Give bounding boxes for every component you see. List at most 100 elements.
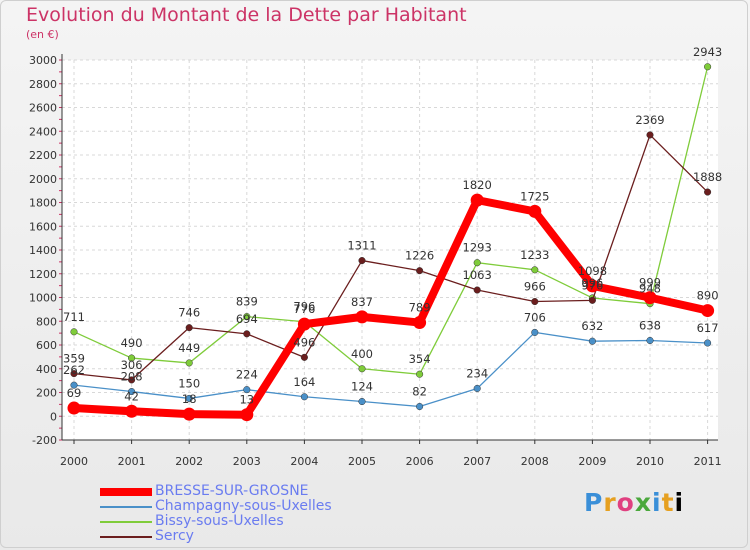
data-point bbox=[704, 188, 712, 196]
x-tick-label: 2010 bbox=[636, 455, 664, 468]
data-label: 490 bbox=[121, 336, 143, 350]
data-label: 354 bbox=[409, 352, 431, 366]
data-point bbox=[243, 330, 251, 338]
data-point bbox=[128, 388, 136, 396]
data-point bbox=[531, 328, 539, 336]
data-label: 18 bbox=[182, 392, 197, 406]
data-label: 42 bbox=[124, 389, 139, 403]
data-point bbox=[416, 267, 424, 275]
data-label: 976 bbox=[581, 278, 603, 292]
legend-swatch bbox=[100, 521, 152, 523]
legend-label: Champagny-sous-Uxelles bbox=[155, 498, 332, 514]
data-point bbox=[588, 296, 596, 304]
x-tick-label: 2003 bbox=[233, 455, 261, 468]
data-point bbox=[185, 359, 193, 367]
chart-subtitle: (en €) bbox=[26, 28, 59, 41]
data-label: 796 bbox=[293, 300, 315, 314]
data-label: 124 bbox=[351, 380, 373, 394]
data-point bbox=[243, 313, 251, 321]
data-point bbox=[588, 337, 596, 345]
data-label: 890 bbox=[697, 289, 719, 303]
data-label: 1888 bbox=[693, 170, 722, 184]
data-point bbox=[70, 370, 78, 378]
data-label: 638 bbox=[639, 318, 661, 332]
data-point bbox=[416, 370, 424, 378]
data-label: 1226 bbox=[405, 249, 434, 263]
y-tick-label: 1000 bbox=[29, 292, 57, 305]
data-label: 400 bbox=[351, 347, 373, 361]
data-point bbox=[297, 317, 311, 331]
data-point bbox=[128, 376, 136, 384]
chart-title: Evolution du Montant de la Dette par Hab… bbox=[26, 4, 467, 26]
data-point bbox=[358, 257, 366, 265]
data-label: 1063 bbox=[463, 268, 492, 282]
data-label: 82 bbox=[412, 385, 427, 399]
y-tick-label: 600 bbox=[36, 339, 57, 352]
legend-swatch bbox=[100, 488, 152, 496]
x-tick-label: 2000 bbox=[60, 455, 88, 468]
data-label: 13 bbox=[239, 393, 254, 407]
data-point bbox=[701, 304, 715, 318]
data-point bbox=[470, 193, 484, 207]
data-point bbox=[531, 266, 539, 274]
data-label: 999 bbox=[639, 276, 661, 290]
x-tick-label: 2007 bbox=[463, 455, 491, 468]
data-label: 1293 bbox=[463, 241, 492, 255]
data-label: 789 bbox=[409, 301, 431, 315]
data-point bbox=[643, 291, 657, 305]
data-label: 694 bbox=[236, 312, 258, 326]
data-label: 449 bbox=[178, 341, 200, 355]
data-label: 996 bbox=[581, 276, 603, 290]
series-line-2 bbox=[73, 66, 709, 375]
data-label: 1233 bbox=[520, 248, 549, 262]
y-tick-label: 400 bbox=[36, 363, 57, 376]
y-tick-label: 2800 bbox=[29, 78, 57, 91]
y-tick-label: 1400 bbox=[29, 244, 57, 257]
data-point bbox=[528, 204, 542, 218]
data-label: 632 bbox=[581, 319, 603, 333]
data-label: 706 bbox=[524, 310, 546, 324]
data-point bbox=[70, 381, 78, 389]
data-point bbox=[413, 316, 427, 330]
data-point bbox=[358, 397, 366, 406]
y-tick-label: 1600 bbox=[29, 220, 57, 233]
y-tick-label: -200 bbox=[32, 434, 57, 447]
legend-label: BRESSE-SUR-GROSNE bbox=[155, 483, 309, 499]
data-label: 948 bbox=[639, 282, 661, 296]
data-point bbox=[125, 404, 139, 418]
data-point bbox=[185, 324, 193, 332]
data-label: 69 bbox=[67, 386, 82, 400]
data-label: 1311 bbox=[347, 239, 376, 253]
y-tick-label: 2200 bbox=[29, 149, 57, 162]
data-label: 164 bbox=[293, 375, 315, 389]
data-point bbox=[704, 339, 712, 347]
data-label: 234 bbox=[466, 366, 488, 380]
x-tick-label: 2004 bbox=[290, 455, 318, 468]
x-tick-label: 2008 bbox=[521, 455, 549, 468]
legend-swatch bbox=[100, 506, 152, 508]
y-tick-label: 2600 bbox=[29, 102, 57, 115]
x-tick-label: 2002 bbox=[175, 455, 203, 468]
data-label: 262 bbox=[63, 363, 85, 377]
data-point bbox=[473, 384, 481, 393]
data-point bbox=[585, 279, 599, 293]
y-tick-label: 0 bbox=[50, 410, 57, 423]
data-label: 776 bbox=[293, 302, 315, 316]
data-point bbox=[358, 365, 366, 373]
data-label: 746 bbox=[178, 306, 200, 320]
legend-label: Bissy-sous-Uxelles bbox=[155, 513, 284, 529]
series-line-1 bbox=[73, 331, 709, 408]
x-tick-label: 2011 bbox=[694, 455, 722, 468]
data-point bbox=[416, 402, 424, 411]
data-label: 617 bbox=[697, 321, 719, 335]
data-label: 306 bbox=[121, 358, 143, 372]
data-point bbox=[646, 336, 654, 345]
data-label: 359 bbox=[63, 352, 85, 366]
x-tick-label: 2006 bbox=[406, 455, 434, 468]
series-line-3 bbox=[73, 134, 709, 381]
data-label: 2369 bbox=[635, 113, 664, 127]
y-tick-label: 200 bbox=[36, 387, 57, 400]
data-label: 1098 bbox=[578, 264, 607, 278]
x-tick-label: 2009 bbox=[578, 455, 606, 468]
